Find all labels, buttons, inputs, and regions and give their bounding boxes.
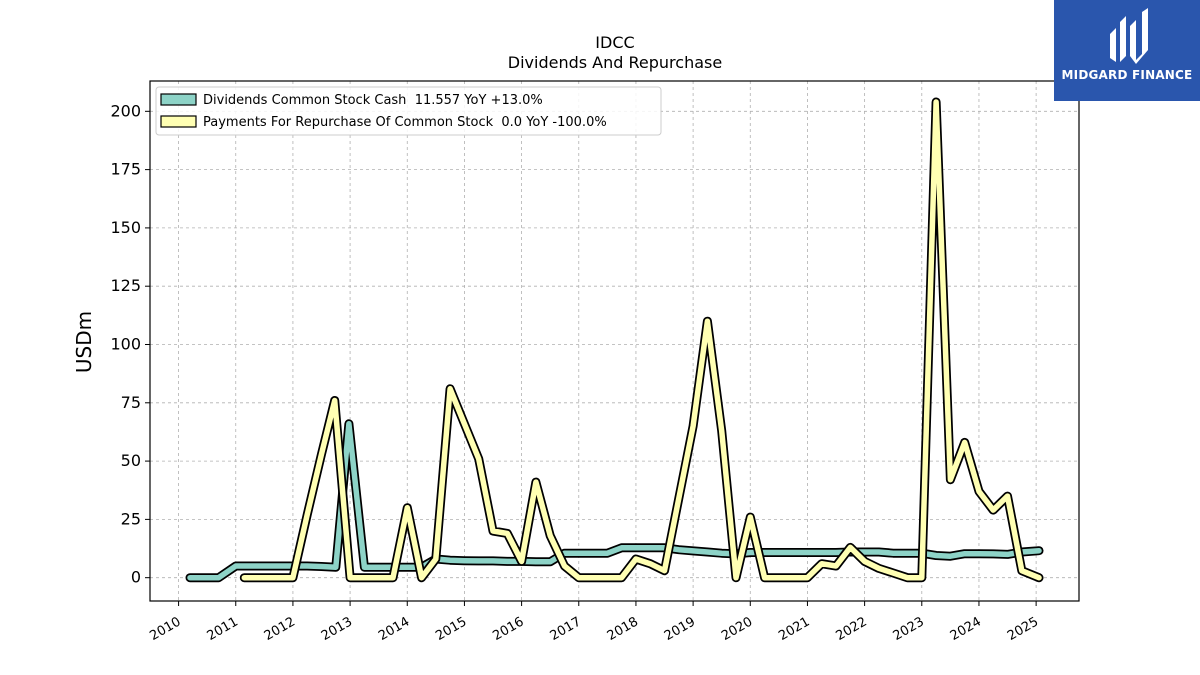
x-tick-label: 2020 [719, 614, 755, 644]
x-tick-label: 2013 [319, 614, 355, 644]
legend-swatch-dividends [160, 93, 197, 106]
legend-label-repurchase: Payments For Repurchase Of Common Stock … [203, 115, 607, 130]
x-tick-label: 2014 [376, 614, 412, 644]
y-tick-label: 0 [131, 568, 141, 587]
brand-logo: MIDGARD FINANCE [1054, 0, 1200, 101]
legend-label-dividends: Dividends Common Stock Cash 11.557 YoY +… [203, 93, 543, 108]
chart-subtitle: Dividends And Repurchase [508, 53, 722, 72]
y-tick-label: 100 [110, 334, 141, 353]
series-layer [185, 97, 1044, 583]
legend-box [155, 86, 662, 136]
y-axis-label: USDm [72, 311, 96, 373]
logo-mark-icon [1110, 8, 1148, 64]
legend-swatch-repurchase [160, 115, 197, 128]
y-tick-label: 75 [121, 393, 141, 412]
x-tick-label: 2024 [948, 614, 984, 644]
logo-text: MIDGARD FINANCE [1061, 68, 1193, 82]
x-tick-label: 2022 [833, 614, 869, 644]
x-tick-label: 2017 [548, 614, 584, 644]
x-tick-label: 2018 [605, 614, 641, 644]
y-tick-label: 175 [110, 160, 141, 179]
x-tick-label: 2025 [1005, 614, 1041, 644]
x-tick-label: 2011 [205, 614, 241, 644]
chart-title: IDCC [595, 33, 634, 52]
y-tick-label: 25 [121, 509, 141, 528]
y-axis-ticks: 0 25 50 75 100 125 150 175 200 [110, 101, 150, 587]
x-tick-label: 2010 [147, 614, 183, 644]
plot-frame [149, 80, 1080, 602]
x-tick-label: 2016 [490, 614, 526, 644]
x-tick-label: 2023 [891, 614, 927, 644]
y-tick-label: 125 [110, 276, 141, 295]
series-1 [239, 97, 1044, 583]
x-tick-label: 2021 [776, 614, 812, 644]
x-tick-label: 2019 [662, 614, 698, 644]
series-line [241, 99, 1042, 581]
legend: Dividends Common Stock Cash 11.557 YoY +… [155, 86, 662, 136]
series-0 [185, 419, 1044, 583]
x-tick-label: 2015 [433, 614, 469, 644]
series-line [187, 421, 1042, 581]
y-tick-label: 50 [121, 451, 141, 470]
x-axis-ticks: 2010 2011 2012 2013 2014 2015 2016 2017 2018 2019… [147, 601, 1041, 644]
y-tick-label: 150 [110, 218, 141, 237]
y-tick-label: 200 [110, 101, 141, 120]
series-outline [239, 97, 1044, 583]
x-tick-label: 2012 [262, 614, 298, 644]
